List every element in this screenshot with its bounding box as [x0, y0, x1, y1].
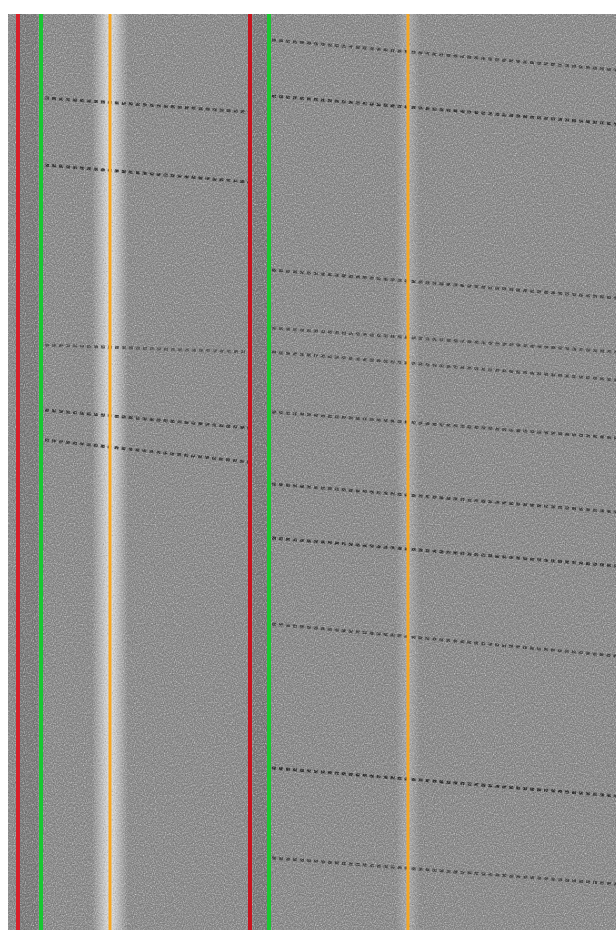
- page: [0, 0, 616, 936]
- dark-band: [253, 14, 267, 930]
- image: [0, 0, 616, 936]
- dark-band: [20, 14, 38, 930]
- spectrogram: [8, 14, 616, 930]
